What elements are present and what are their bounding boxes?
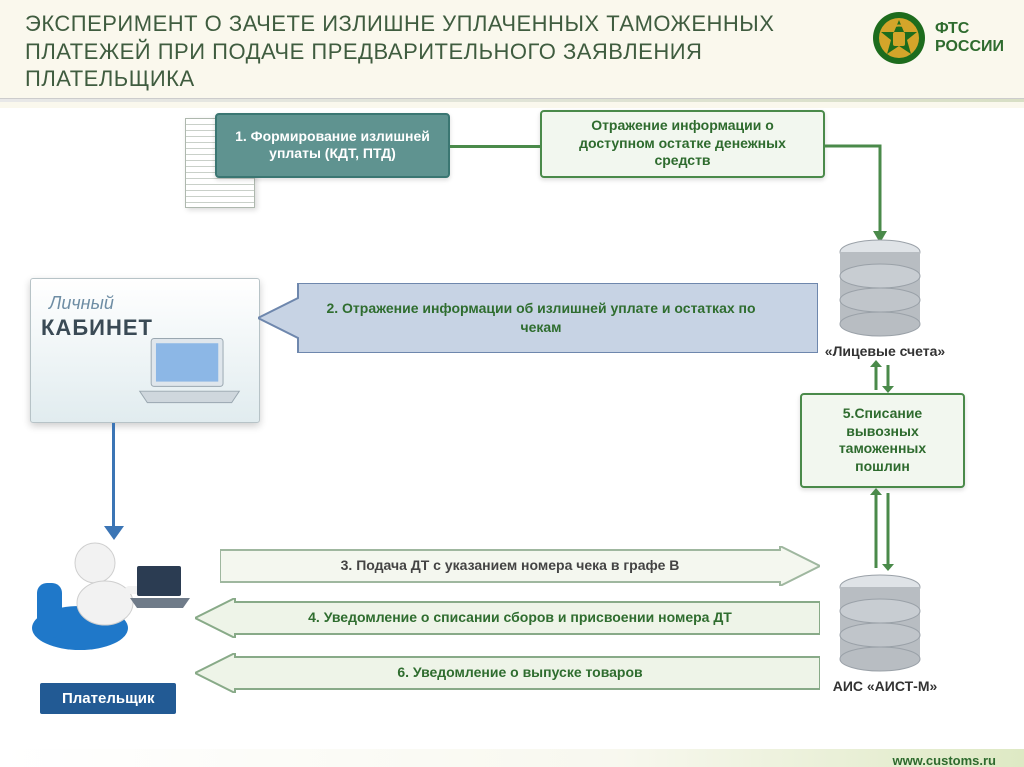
connector-cabinet-payer — [112, 423, 115, 528]
page-title: ЭКСПЕРИМЕНТ О ЗАЧЕТЕ ИЗЛИШНЕ УПЛАЧЕННЫХ … — [25, 10, 871, 93]
database-aist-icon — [835, 573, 925, 673]
arrow-step3-text: 3. Подача ДТ с указанием номера чека в г… — [250, 552, 770, 580]
org-logo: ФТС РОССИИ — [871, 10, 1004, 66]
emblem-icon — [871, 10, 927, 66]
payer-label: Плательщик — [40, 683, 176, 714]
arrow-db1-step5 — [870, 360, 894, 395]
connector-reflect-to-db1 — [820, 143, 910, 253]
footer-url: www.customs.ru — [892, 753, 996, 767]
arrow-step4-text: 4. Уведомление о списании сборов и присв… — [240, 604, 800, 632]
arrow-step6-text: 6. Уведомление о выпуске товаров — [240, 659, 800, 687]
header: ЭКСПЕРИМЕНТ О ЗАЧЕТЕ ИЗЛИШНЕ УПЛАЧЕННЫХ … — [0, 0, 1024, 98]
cabinet-line1: Личный — [49, 293, 114, 314]
database-accounts-icon — [835, 238, 925, 338]
laptop-icon — [132, 332, 247, 412]
database-aist-label: АИС «АИСТ-М» — [815, 678, 955, 694]
database-accounts-label: «Лицевые счета» — [810, 343, 960, 359]
footer: www.customs.ru — [0, 749, 1024, 767]
arrow-step2-text: 2. Отражение информации об излишней упла… — [306, 290, 776, 346]
connector-1-to-reflect — [450, 145, 540, 148]
connector-cabinet-payer-head — [104, 526, 124, 540]
header-divider — [0, 98, 1024, 102]
box-reflect-balance: Отражение информации о доступном остатке… — [540, 110, 825, 178]
payer-icon — [25, 528, 195, 678]
arrow-step5-db2 — [870, 488, 894, 573]
box-step5: 5.Списание вывозных таможенных пошлин — [800, 393, 965, 488]
cabinet-card: Личный КАБИНЕТ — [30, 278, 260, 423]
box-step1: 1. Формирование излишней уплаты (КДТ, ПТ… — [215, 113, 450, 178]
org-name: ФТС РОССИИ — [935, 20, 1004, 55]
diagram-canvas: 1. Формирование излишней уплаты (КДТ, ПТ… — [0, 108, 1024, 767]
